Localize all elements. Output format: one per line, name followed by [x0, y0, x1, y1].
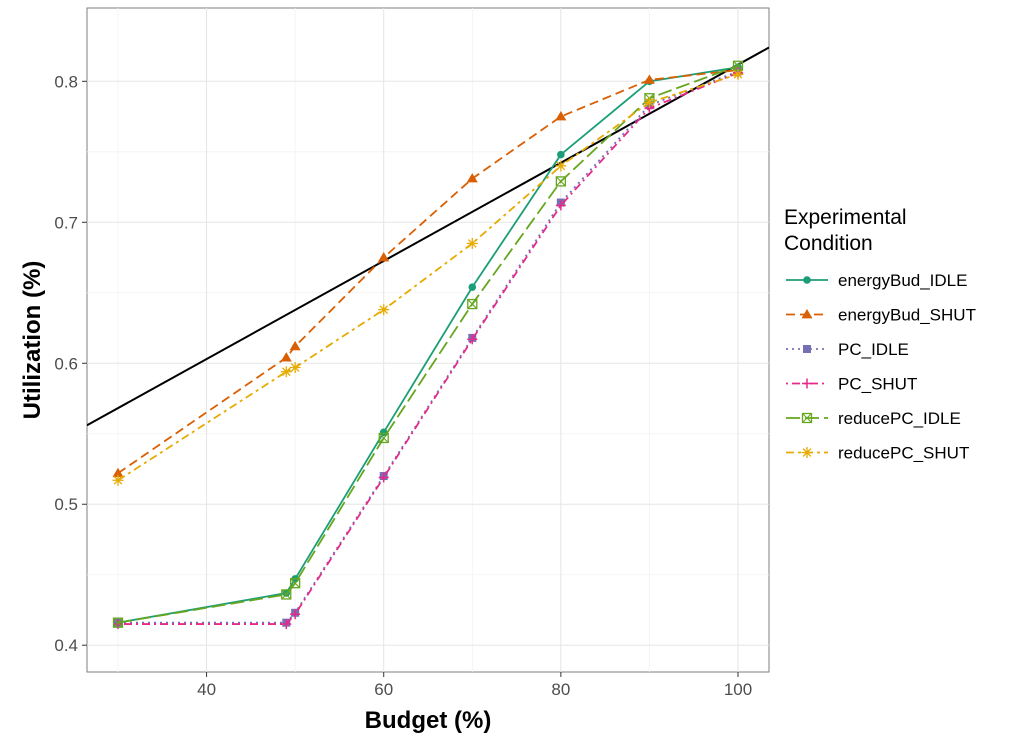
data-point — [801, 412, 813, 424]
data-point — [379, 428, 388, 437]
data-point — [280, 366, 292, 378]
series-line — [118, 72, 739, 625]
plot-panel — [86, 7, 770, 673]
series-reducePC_SHUT — [112, 68, 744, 486]
data-point — [112, 617, 124, 628]
data-point — [378, 472, 389, 483]
legend-label: PC_IDLE — [838, 340, 909, 359]
data-point — [643, 74, 655, 84]
data-point — [555, 160, 567, 172]
legend-label: reducePC_IDLE — [838, 409, 961, 428]
y-tick-label: 0.7 — [54, 213, 78, 232]
legend-item: PC_IDLE — [786, 340, 909, 359]
data-point — [290, 609, 301, 620]
data-point — [289, 361, 301, 373]
y-tick-label: 0.5 — [54, 495, 78, 514]
data-point — [281, 619, 292, 630]
data-point — [289, 578, 301, 589]
data-point — [112, 467, 124, 478]
data-point — [557, 150, 565, 159]
data-point — [468, 283, 477, 291]
series-line — [117, 69, 739, 474]
data-point — [803, 276, 811, 284]
data-point — [555, 111, 567, 121]
x-tick-label: 100 — [724, 680, 752, 699]
x-tick-label: 60 — [374, 680, 393, 699]
axis-ticks: 40 60 80 100 0.4 0.5 0.6 0.7 0.8 — [54, 72, 752, 699]
data-point — [378, 304, 390, 316]
x-tick-label: 40 — [197, 680, 216, 699]
data-point — [378, 252, 390, 262]
x-tick-label: 80 — [551, 680, 570, 699]
data-point — [281, 589, 292, 600]
data-point — [289, 340, 301, 351]
legend-label: PC_SHUT — [838, 375, 917, 394]
legend-title: Experimental — [784, 206, 907, 229]
legend-label: energyBud_SHUT — [838, 306, 976, 325]
data-point — [467, 298, 478, 310]
y-axis-title: Utilization (%) — [19, 261, 46, 420]
data-point — [555, 200, 566, 211]
data-point — [467, 334, 478, 345]
series-layer — [112, 60, 744, 630]
reference-line-layer — [87, 46, 769, 427]
data-point — [803, 345, 811, 353]
x-axis-title: Budget (%) — [365, 707, 492, 734]
legend-title: Condition — [784, 232, 873, 255]
legend-item: energyBud_SHUT — [786, 306, 976, 325]
data-point — [802, 378, 812, 389]
series-line — [117, 73, 739, 482]
data-point — [801, 309, 813, 319]
data-point — [466, 237, 478, 249]
data-point — [732, 60, 744, 71]
reference-line — [87, 46, 769, 427]
data-point — [801, 447, 813, 458]
legend: Experimental Condition energyBud_IDLEenerg… — [784, 206, 976, 463]
legend-item: reducePC_IDLE — [786, 409, 961, 428]
data-point — [466, 173, 478, 183]
data-point — [732, 68, 744, 80]
y-tick-label: 0.4 — [54, 636, 78, 655]
y-tick-label: 0.8 — [54, 72, 78, 91]
series-energyBud_SHUT — [112, 64, 744, 478]
legend-item: reducePC_SHUT — [786, 444, 969, 463]
data-point — [555, 176, 567, 187]
data-point — [280, 352, 292, 362]
legend-label: energyBud_IDLE — [838, 271, 967, 290]
y-tick-label: 0.6 — [54, 354, 78, 373]
legend-item: energyBud_IDLE — [786, 271, 967, 290]
data-point — [378, 432, 389, 444]
legend-label: reducePC_SHUT — [838, 444, 969, 463]
series-reducePC_IDLE — [112, 60, 744, 628]
legend-item: PC_SHUT — [786, 375, 917, 394]
data-point — [643, 96, 655, 108]
data-point — [112, 474, 124, 486]
